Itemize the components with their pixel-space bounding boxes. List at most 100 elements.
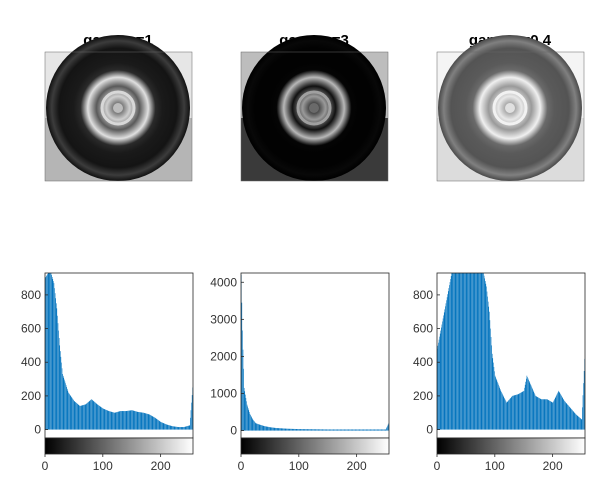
histogram-bar xyxy=(356,429,358,431)
histogram-bar xyxy=(301,429,303,431)
histogram-bar xyxy=(273,427,274,431)
histogram-bar xyxy=(93,401,95,430)
histogram-bar xyxy=(75,401,76,430)
histogram-bar xyxy=(272,427,274,431)
histogram-bar xyxy=(516,394,517,430)
histogram-bar xyxy=(89,400,91,430)
histogram-bar xyxy=(107,410,108,430)
histogram-bar xyxy=(124,411,125,430)
histogram-bar xyxy=(380,429,382,431)
histogram-bar xyxy=(110,411,111,430)
histogram-bar xyxy=(447,291,449,430)
histogram-bar xyxy=(553,400,555,430)
histogram-bar xyxy=(188,425,190,430)
histogram-bar xyxy=(350,429,351,431)
histogram-bar xyxy=(461,273,462,430)
histogram-bar xyxy=(46,276,47,430)
histogram-bar xyxy=(364,429,366,431)
histogram-bar xyxy=(247,408,249,431)
histogram-bar xyxy=(296,429,298,431)
histogram-bar xyxy=(251,417,252,431)
histogram-bar xyxy=(85,404,87,430)
histogram-bar xyxy=(91,399,93,430)
y-tick-label: 0 xyxy=(230,424,237,438)
histogram-bar xyxy=(276,428,278,431)
histogram-bar xyxy=(383,429,385,431)
histogram-bar xyxy=(282,428,283,431)
histogram-bar xyxy=(576,414,577,430)
histogram-bar xyxy=(518,393,520,430)
histogram-bar xyxy=(355,429,357,431)
histogram-bar xyxy=(372,429,373,431)
histogram-bar xyxy=(520,392,521,430)
histogram-bar xyxy=(474,273,476,430)
histogram-bar xyxy=(451,273,453,430)
y-tick-label: 200 xyxy=(413,389,433,403)
histogram-bar xyxy=(505,401,507,430)
histogram-bar xyxy=(167,424,169,430)
histogram-bar xyxy=(293,428,294,431)
x-tick-label: 0 xyxy=(434,459,441,473)
histogram-bar xyxy=(364,429,365,431)
histogram-bar xyxy=(258,424,260,431)
histogram-bar xyxy=(266,426,267,431)
histogram-bar xyxy=(557,393,558,430)
histogram-bar xyxy=(173,426,174,430)
histogram-bar xyxy=(345,429,347,431)
histogram-bar xyxy=(454,273,456,430)
histogram-bar xyxy=(191,402,192,430)
histogram-panel-3: 0 200 400 600 800 0 100 200 xyxy=(413,272,586,473)
histogram-bar xyxy=(353,429,354,431)
y-tick-label: 400 xyxy=(413,355,433,369)
histogram-bar xyxy=(539,398,540,430)
histogram-bar xyxy=(51,277,53,430)
histogram-bar xyxy=(569,407,571,430)
histogram-bar xyxy=(489,311,490,430)
histogram-bar xyxy=(374,429,376,431)
histogram-bar xyxy=(511,396,513,430)
histogram-bar xyxy=(250,416,252,431)
histogram-bar xyxy=(258,424,259,431)
histogram-bar xyxy=(317,429,319,431)
histogram-bar xyxy=(463,273,464,430)
histogram-bar xyxy=(452,273,454,430)
histogram-bar xyxy=(306,429,308,431)
histogram-bar xyxy=(490,328,491,430)
histogram-bar xyxy=(123,411,125,430)
histogram-bar xyxy=(526,378,527,430)
histogram-bar xyxy=(62,375,64,430)
histogram-bar xyxy=(578,416,580,430)
histogram-bar xyxy=(106,410,108,430)
histogram-bar xyxy=(483,275,485,430)
histogram-bar xyxy=(524,387,525,430)
histogram-bar xyxy=(254,421,255,431)
histogram-bar xyxy=(164,423,166,430)
histogram-bar xyxy=(265,426,266,431)
histogram-bar xyxy=(545,399,547,430)
histogram-bar xyxy=(565,402,566,430)
histogram-bar xyxy=(301,429,302,431)
histogram-bar xyxy=(102,408,104,430)
histogram-bar xyxy=(58,337,60,430)
histogram-bar xyxy=(154,417,156,430)
histogram-bars xyxy=(45,273,193,430)
histogram-bar xyxy=(469,273,470,430)
histogram-bar xyxy=(284,428,285,431)
histogram-bar xyxy=(113,412,115,430)
histogram-bar xyxy=(575,414,577,430)
histogram-bar xyxy=(446,297,448,430)
histogram-bar xyxy=(387,425,388,431)
histogram-bar xyxy=(155,418,156,430)
histogram-bar xyxy=(342,429,344,431)
histogram-bar xyxy=(77,403,78,430)
histogram-bar xyxy=(49,273,51,430)
histogram-bar xyxy=(523,390,525,430)
grayscale-colorbar xyxy=(240,437,390,455)
histogram-bar xyxy=(297,429,298,431)
histogram-bar xyxy=(534,393,535,430)
histogram-bar xyxy=(573,411,574,430)
histogram-bar xyxy=(134,410,135,430)
histogram-bar xyxy=(157,419,158,430)
histogram-bar xyxy=(290,428,292,431)
histogram-bar xyxy=(103,408,104,430)
